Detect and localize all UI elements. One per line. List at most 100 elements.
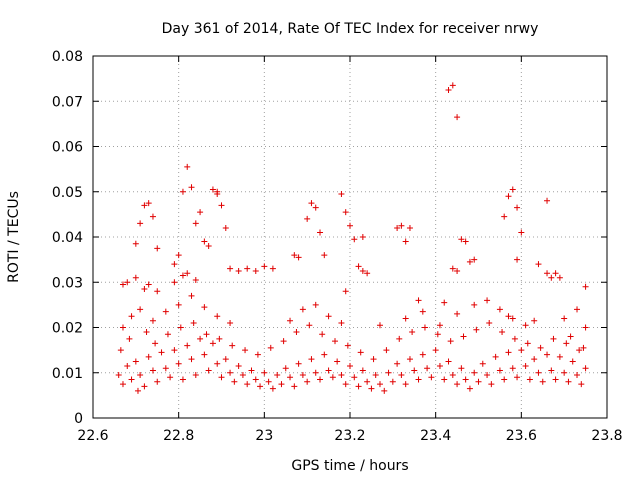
data-point [124, 362, 131, 369]
data-point [484, 372, 491, 379]
data-point [317, 229, 324, 236]
data-point [364, 378, 371, 385]
data-point [505, 313, 512, 320]
data-point [389, 378, 396, 385]
data-point [179, 376, 186, 383]
data-point [227, 265, 234, 272]
data-point [342, 209, 349, 216]
data-point [235, 267, 242, 274]
x-tick-label: 23 [255, 428, 273, 444]
data-point [188, 292, 195, 299]
data-point [141, 286, 148, 293]
data-point [312, 204, 319, 211]
data-point [244, 265, 251, 272]
data-point [574, 372, 581, 379]
data-point [167, 374, 174, 381]
data-point [192, 220, 199, 227]
data-point [394, 224, 401, 231]
data-point [175, 252, 182, 259]
data-point [372, 372, 379, 379]
data-point [396, 335, 403, 342]
x-tick-label: 23.8 [591, 428, 622, 444]
data-point [252, 267, 259, 274]
data-point [415, 376, 422, 383]
data-point [511, 335, 518, 342]
data-point [462, 238, 469, 245]
data-point [370, 356, 377, 363]
data-point [295, 254, 302, 261]
data-point [158, 349, 165, 356]
data-point [539, 378, 546, 385]
data-point [522, 322, 529, 329]
data-point [124, 279, 131, 286]
data-point [214, 313, 221, 320]
data-point [518, 229, 525, 236]
data-point [152, 340, 159, 347]
data-point [458, 236, 465, 243]
data-point [321, 252, 328, 259]
data-point [261, 369, 268, 376]
data-point [216, 335, 223, 342]
data-point [218, 374, 225, 381]
y-tick-labels: 0 0.01 0.02 0.03 0.04 0.05 0.06 0.07 0.08 [52, 49, 83, 427]
data-point [119, 381, 126, 388]
data-points [115, 82, 589, 394]
data-point [334, 358, 341, 365]
data-point [227, 319, 234, 326]
data-point [192, 276, 199, 283]
data-point [436, 322, 443, 329]
data-point [171, 279, 178, 286]
x-tick-label: 22.6 [77, 428, 108, 444]
data-point [338, 319, 345, 326]
data-point [537, 344, 544, 351]
data-point [509, 315, 516, 322]
data-point [460, 333, 467, 340]
grid-lines [93, 56, 607, 418]
data-point [184, 342, 191, 349]
data-point [231, 378, 238, 385]
data-point [137, 220, 144, 227]
data-point [218, 202, 225, 209]
data-point [565, 378, 572, 385]
data-point [376, 381, 383, 388]
data-point [569, 358, 576, 365]
data-point [580, 344, 587, 351]
data-point [197, 335, 204, 342]
data-point [531, 317, 538, 324]
data-point [454, 381, 461, 388]
data-point [385, 369, 392, 376]
data-point [535, 369, 542, 376]
data-point [509, 186, 516, 193]
data-point [409, 329, 416, 336]
data-point [141, 202, 148, 209]
data-point [306, 322, 313, 329]
data-point [381, 387, 388, 394]
data-point [177, 324, 184, 331]
data-point [458, 365, 465, 372]
x-tick-labels: 22.6 22.8 23 23.2 23.4 23.6 23.8 [77, 428, 622, 444]
data-point [179, 188, 186, 195]
data-point [175, 301, 182, 308]
data-point [143, 329, 150, 336]
data-point [561, 369, 568, 376]
data-point [265, 378, 272, 385]
data-point [188, 356, 195, 363]
data-point [522, 362, 529, 369]
data-point [411, 367, 418, 374]
data-point [141, 383, 148, 390]
data-point [192, 372, 199, 379]
data-point [441, 299, 448, 306]
data-point [291, 383, 298, 390]
data-point [293, 329, 300, 336]
data-point [126, 335, 133, 342]
y-tick-label: 0 [74, 411, 83, 427]
data-point [501, 213, 508, 220]
y-tick-label: 0.08 [52, 49, 83, 65]
data-point [488, 381, 495, 388]
data-point [274, 372, 281, 379]
data-point [162, 308, 169, 315]
data-point [531, 356, 538, 363]
data-point [338, 372, 345, 379]
data-point [436, 362, 443, 369]
